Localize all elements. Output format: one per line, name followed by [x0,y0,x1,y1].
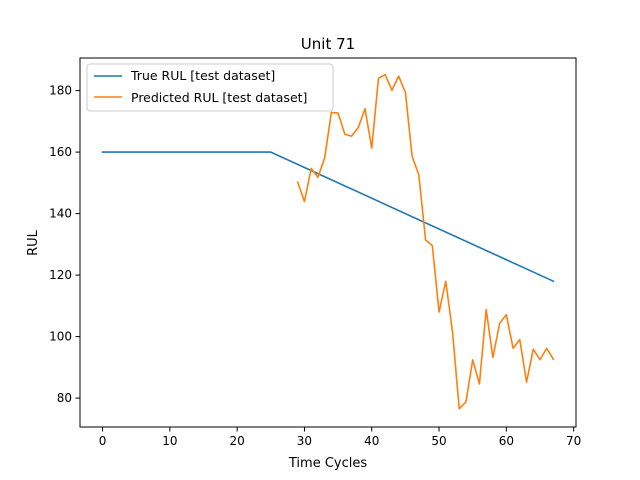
plot-frame [79,57,577,428]
legend-label-predicted-rul: Predicted RUL [test dataset] [131,90,307,105]
y-tick-label: 80 [57,391,72,405]
chart-title: Unit 71 [301,35,355,53]
series-line-true-rul [101,151,555,283]
legend-label-true-rul: True RUL [test dataset] [130,68,275,83]
series-layer [101,73,555,410]
y-tick-label: 100 [49,330,72,344]
x-tick-label: 20 [230,434,245,448]
y-tick-label: 140 [49,207,72,221]
y-tick-label: 120 [49,268,72,282]
series-line-predicted-rul [296,73,555,410]
plot-background [80,58,576,427]
legend-box [86,63,334,112]
y-axis-label: RUL [26,229,41,256]
x-tick-label: 60 [499,434,514,448]
legend: True RUL [test dataset] Predicted RUL [t… [86,63,334,112]
x-tick-label: 50 [431,434,446,448]
x-tick-label: 30 [297,434,312,448]
plot-area [79,57,577,428]
x-axis-ticks: 0 10 20 30 40 50 60 70 [99,427,581,448]
x-tick-label: 40 [364,434,379,448]
x-tick-label: 10 [162,434,177,448]
x-axis-label: Time Cycles [288,456,367,471]
y-axis-ticks: 80 100 120 140 160 180 [49,84,80,405]
x-tick-label: 70 [566,434,581,448]
y-tick-label: 160 [49,145,72,159]
x-tick-label: 0 [99,434,107,448]
y-tick-label: 180 [49,84,72,98]
